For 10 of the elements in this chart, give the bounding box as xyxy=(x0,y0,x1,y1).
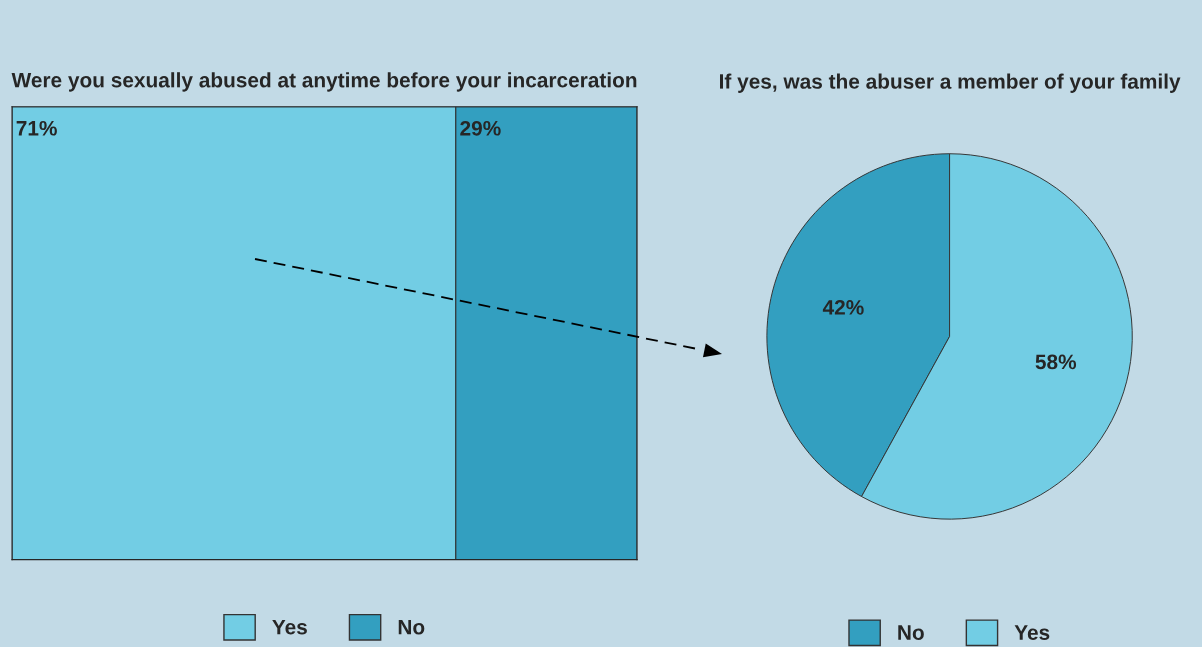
legend-label: Yes xyxy=(272,619,307,635)
chart-title: If yes, was the abuser a member of your family xyxy=(720,73,1181,93)
data-label: 71% xyxy=(16,120,57,136)
data-label: 29% xyxy=(460,120,501,136)
legend-label: No xyxy=(898,625,924,640)
chart-title: Were you sexually abused at anytime before your incarceration xyxy=(11,72,637,92)
data-label: 42% xyxy=(822,300,864,315)
legend-label: Yes xyxy=(1014,625,1050,640)
data-label: 58% xyxy=(1035,354,1077,370)
legend-label: No xyxy=(398,619,425,635)
